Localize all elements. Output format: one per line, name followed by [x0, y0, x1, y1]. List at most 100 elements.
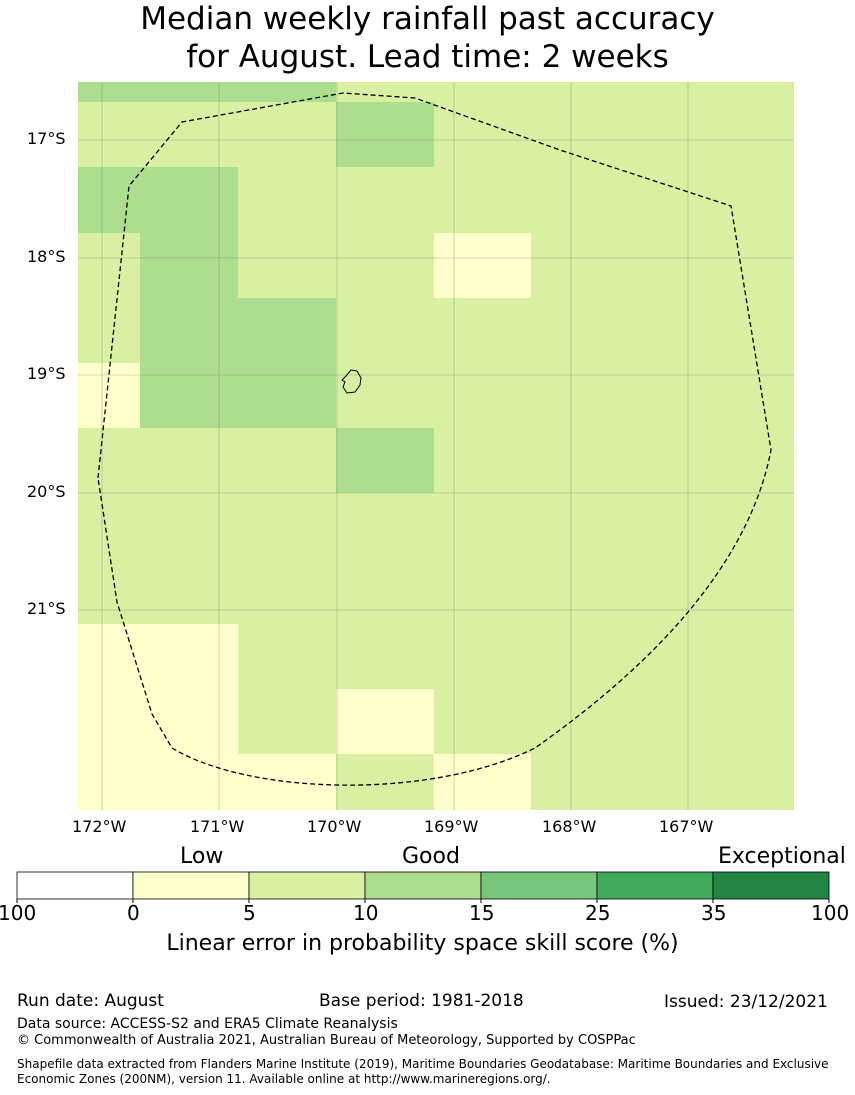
grid-cell [78, 167, 140, 233]
grid-cell [629, 624, 794, 689]
grid-cell [531, 493, 629, 559]
grid-cell [531, 233, 629, 298]
grid-cell [78, 493, 140, 559]
grid-cell [238, 493, 336, 559]
grid-cell [140, 298, 238, 363]
colorbar-tick-label: 0 [127, 901, 140, 925]
grid-cell [238, 689, 336, 754]
grid-cell [238, 363, 336, 428]
lat-label-21s: 21°S [27, 599, 66, 618]
colorbar [16, 871, 830, 903]
niue-island-outline [341, 369, 362, 394]
map-title: Median weekly rainfall past accuracy for… [0, 0, 855, 76]
grid-cell [78, 233, 140, 298]
grid-cell [531, 298, 629, 363]
lat-lon-gridlines [78, 82, 794, 810]
grid-cell [434, 102, 531, 167]
colorbar-tick-label: 15 [469, 901, 495, 925]
lon-label-171w: 171°W [190, 817, 245, 836]
grid-cell [78, 689, 140, 754]
colorbar-segment [480, 871, 598, 900]
grid-cell [336, 298, 434, 363]
grid-cell [531, 559, 629, 624]
grid-cell [434, 428, 531, 493]
grid-cell [78, 624, 140, 689]
grid-cell [336, 689, 434, 754]
grid-cell [434, 298, 531, 363]
grid-cell [434, 689, 531, 754]
grid-cell [531, 689, 629, 754]
lat-label-20s: 20°S [27, 482, 66, 501]
grid-cell [140, 754, 238, 810]
grid-cell [531, 82, 629, 102]
grid-cell [531, 754, 629, 810]
issued-date: Issued: 23/12/2021 [664, 992, 828, 1012]
colorbar-segment [712, 871, 830, 900]
lon-label-170w: 170°W [307, 817, 362, 836]
grid-cell [140, 102, 238, 167]
grid-cell [78, 754, 140, 810]
grid-cell [78, 298, 140, 363]
grid-cell [140, 82, 238, 102]
colorbar-title: Linear error in probability space skill … [166, 931, 679, 956]
grid-cell [434, 167, 531, 233]
lon-label-168w: 168°W [542, 817, 597, 836]
lon-label-167w: 167°W [659, 817, 714, 836]
skill-grid-cells [78, 82, 794, 810]
title-line-1: Median weekly rainfall past accuracy [140, 1, 715, 37]
colorbar-tick-label: 5 [243, 901, 256, 925]
run-date: Run date: August [17, 991, 164, 1011]
copyright-notice: © Commonwealth of Australia 2021, Austra… [17, 1033, 636, 1048]
grid-cell [629, 167, 794, 233]
colorbar-tick-label: 35 [701, 901, 727, 925]
grid-cell [434, 493, 531, 559]
grid-cell [531, 167, 629, 233]
grid-cell [140, 233, 238, 298]
grid-cell [434, 363, 531, 428]
grid-cell [336, 428, 434, 493]
grid-cell [531, 102, 629, 167]
grid-cell [140, 559, 238, 624]
base-period: Base period: 1981-2018 [319, 991, 524, 1011]
rainfall-accuracy-map [78, 82, 794, 810]
grid-cell [629, 102, 794, 167]
title-line-2: for August. Lead time: 2 weeks [186, 39, 669, 75]
colorbar-tick-label: 10 [353, 901, 379, 925]
grid-cell [78, 102, 140, 167]
lon-label-169w: 169°W [424, 817, 479, 836]
grid-cell [434, 82, 531, 102]
grid-cell [434, 754, 531, 810]
grid-cell [78, 82, 140, 102]
grid-cell [238, 82, 336, 102]
grid-cell [78, 428, 140, 493]
grid-cell [629, 493, 794, 559]
grid-cell [336, 559, 434, 624]
grid-cell [238, 624, 336, 689]
colorbar-tick-label: 100 [0, 901, 37, 925]
colorbar-tick-label: 100 [811, 901, 850, 925]
eez-boundary-line [97, 92, 772, 786]
grid-cell [238, 298, 336, 363]
shapefile-credit-line-1: Shapefile data extracted from Flanders M… [17, 1057, 829, 1071]
grid-cell [238, 428, 336, 493]
grid-cell [629, 689, 794, 754]
data-source: Data source: ACCESS-S2 and ERA5 Climate … [17, 1016, 398, 1032]
colorbar-segment [16, 871, 134, 900]
grid-cell [336, 167, 434, 233]
legend-category-exceptional: Exceptional [718, 844, 846, 869]
colorbar-segment [248, 871, 366, 900]
legend-category-low: Low [180, 844, 224, 869]
grid-cell [531, 624, 629, 689]
grid-cell [629, 754, 794, 810]
grid-cell [629, 428, 794, 493]
grid-cell [336, 624, 434, 689]
grid-cell [531, 363, 629, 428]
grid-cell [140, 428, 238, 493]
grid-cell [434, 233, 531, 298]
grid-cell [629, 233, 794, 298]
grid-cell [78, 559, 140, 624]
grid-cell [531, 428, 629, 493]
grid-cell [140, 167, 238, 233]
grid-cell [629, 82, 794, 102]
colorbar-segment [132, 871, 250, 900]
